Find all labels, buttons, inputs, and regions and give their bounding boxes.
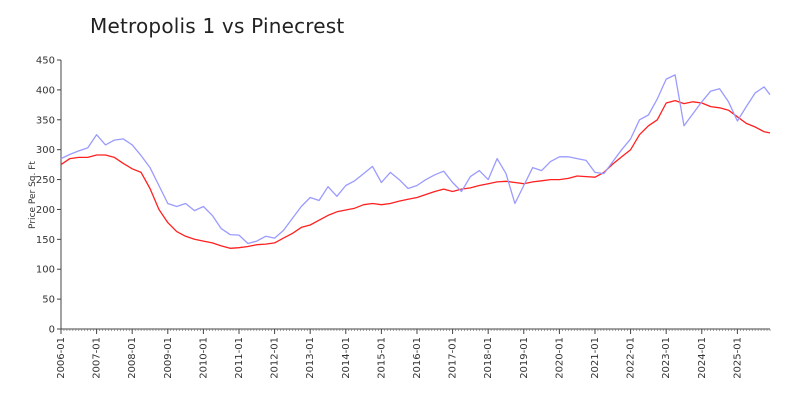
x-tick-label: 2015-01 bbox=[376, 337, 387, 379]
x-tick-label: 2021-01 bbox=[590, 337, 601, 379]
x-tick-label: 2016-01 bbox=[412, 337, 423, 379]
series-line-1 bbox=[60, 99, 771, 249]
x-tick-label: 2009-01 bbox=[163, 337, 174, 379]
y-tick-label: 350 bbox=[36, 115, 55, 126]
x-tick-label: 2010-01 bbox=[198, 337, 209, 379]
x-tick-label: 2017-01 bbox=[448, 337, 459, 379]
x-tick-label: 2007-01 bbox=[92, 337, 103, 379]
y-tick-label: 300 bbox=[36, 145, 55, 156]
x-tick-label: 2014-01 bbox=[341, 337, 352, 379]
x-tick-label: 2019-01 bbox=[519, 337, 530, 379]
y-axis-label: Price Per Sq. Ft bbox=[28, 161, 38, 229]
y-tick-label: 250 bbox=[36, 175, 55, 186]
series-layer bbox=[60, 74, 771, 249]
x-tick-label: 2013-01 bbox=[305, 337, 316, 379]
axes: 0 50 100 150 200 250 300 350 400 450 2006-01 2007-0… bbox=[28, 56, 771, 379]
y-tick-label: 400 bbox=[36, 85, 55, 96]
x-tick-label: 2018-01 bbox=[483, 337, 494, 379]
x-tick-label: 2023-01 bbox=[661, 337, 672, 379]
y-tick-label: 50 bbox=[42, 295, 55, 306]
x-tick-label: 2024-01 bbox=[697, 337, 708, 379]
series-line-2 bbox=[60, 74, 771, 245]
x-tick-label: 2011-01 bbox=[234, 337, 245, 379]
chart-title: Metropolis 1 vs Pinecrest bbox=[90, 14, 345, 38]
y-tick-label: 450 bbox=[36, 56, 55, 67]
x-tick-label: 2020-01 bbox=[554, 337, 565, 379]
x-tick-label: 2012-01 bbox=[270, 337, 281, 379]
y-tick-label: 150 bbox=[36, 235, 55, 246]
y-tick-label: 0 bbox=[49, 325, 55, 336]
y-tick-label: 100 bbox=[36, 265, 55, 276]
y-tick-label: 200 bbox=[36, 205, 55, 216]
x-tick-label: 2025-01 bbox=[732, 337, 743, 379]
x-tick-label: 2022-01 bbox=[626, 337, 637, 379]
x-tick-label: 2006-01 bbox=[56, 337, 67, 379]
x-tick-label: 2008-01 bbox=[127, 337, 138, 379]
